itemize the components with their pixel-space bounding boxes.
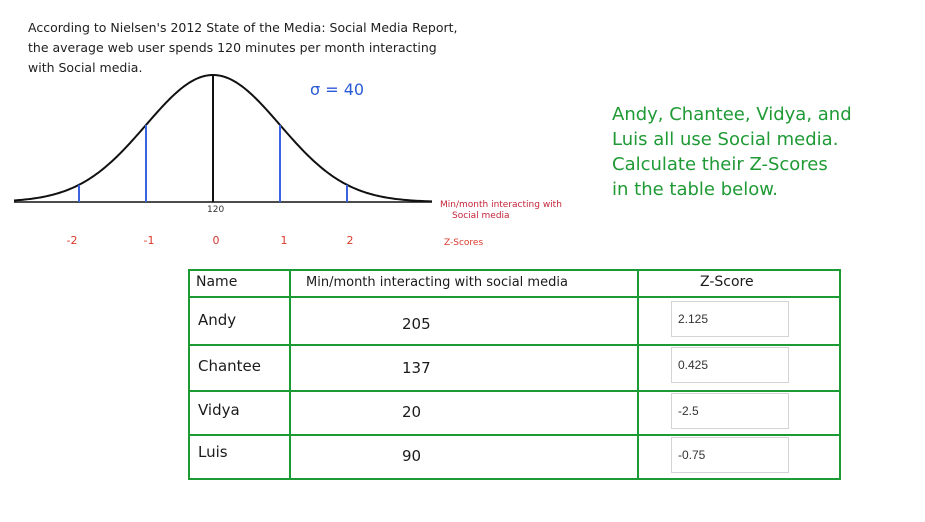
table-grid xyxy=(188,269,841,480)
row-name: Chantee xyxy=(198,357,262,375)
zscore-input[interactable]: -0.75 xyxy=(671,437,789,473)
header-minutes: Min/month interacting with social media xyxy=(306,275,568,290)
intro-line-3: with Social media. xyxy=(28,60,143,75)
x-axis-label-line-1: Min/month interacting with xyxy=(440,200,562,210)
x-axis-label-line-2: Social media xyxy=(452,211,510,221)
zscore-table: Name Min/month interacting with social m… xyxy=(188,269,841,480)
zscore-input[interactable]: 0.425 xyxy=(671,347,789,383)
row-name: Andy xyxy=(198,311,237,329)
z-tick-0: 0 xyxy=(212,234,220,247)
instructions-line-3: Calculate their Z-Scores xyxy=(612,154,828,175)
z-tick-2: 2 xyxy=(346,234,354,247)
sigma-label: σ = 40 xyxy=(310,80,365,99)
bell-curve xyxy=(13,74,433,203)
header-zscore: Z-Score xyxy=(700,274,754,290)
header-name: Name xyxy=(196,274,238,290)
zscore-input[interactable]: -2.5 xyxy=(671,393,789,429)
zscore-input[interactable]: 2.125 xyxy=(671,301,789,337)
row-minutes: 20 xyxy=(402,403,422,421)
normal-curve-diagram xyxy=(13,74,433,203)
intro-line-2: the average web user spends 120 minutes … xyxy=(28,40,437,55)
z-tick-minus-2: -2 xyxy=(66,234,78,247)
mean-value-label: 120 xyxy=(207,205,225,215)
row-minutes: 137 xyxy=(402,359,431,377)
x-axis-label: Min/month interacting with Social media xyxy=(440,200,562,222)
instructions-line-4: in the table below. xyxy=(612,179,779,200)
row-minutes: 90 xyxy=(402,447,422,465)
instructions-line-2: Luis all use Social media. xyxy=(612,129,839,150)
z-tick-minus-1: -1 xyxy=(143,234,155,247)
row-name: Vidya xyxy=(198,401,240,419)
z-tick-1: 1 xyxy=(280,234,288,247)
instructions-text: Andy, Chantee, Vidya, and Luis all use S… xyxy=(612,102,912,202)
intro-text: According to Nielsen's 2012 State of the… xyxy=(28,18,498,78)
instructions-line-1: Andy, Chantee, Vidya, and xyxy=(612,104,852,125)
row-name: Luis xyxy=(198,443,228,461)
intro-line-1: According to Nielsen's 2012 State of the… xyxy=(28,20,458,35)
z-axis-label: Z-Scores xyxy=(444,238,484,248)
row-minutes: 205 xyxy=(402,315,431,333)
